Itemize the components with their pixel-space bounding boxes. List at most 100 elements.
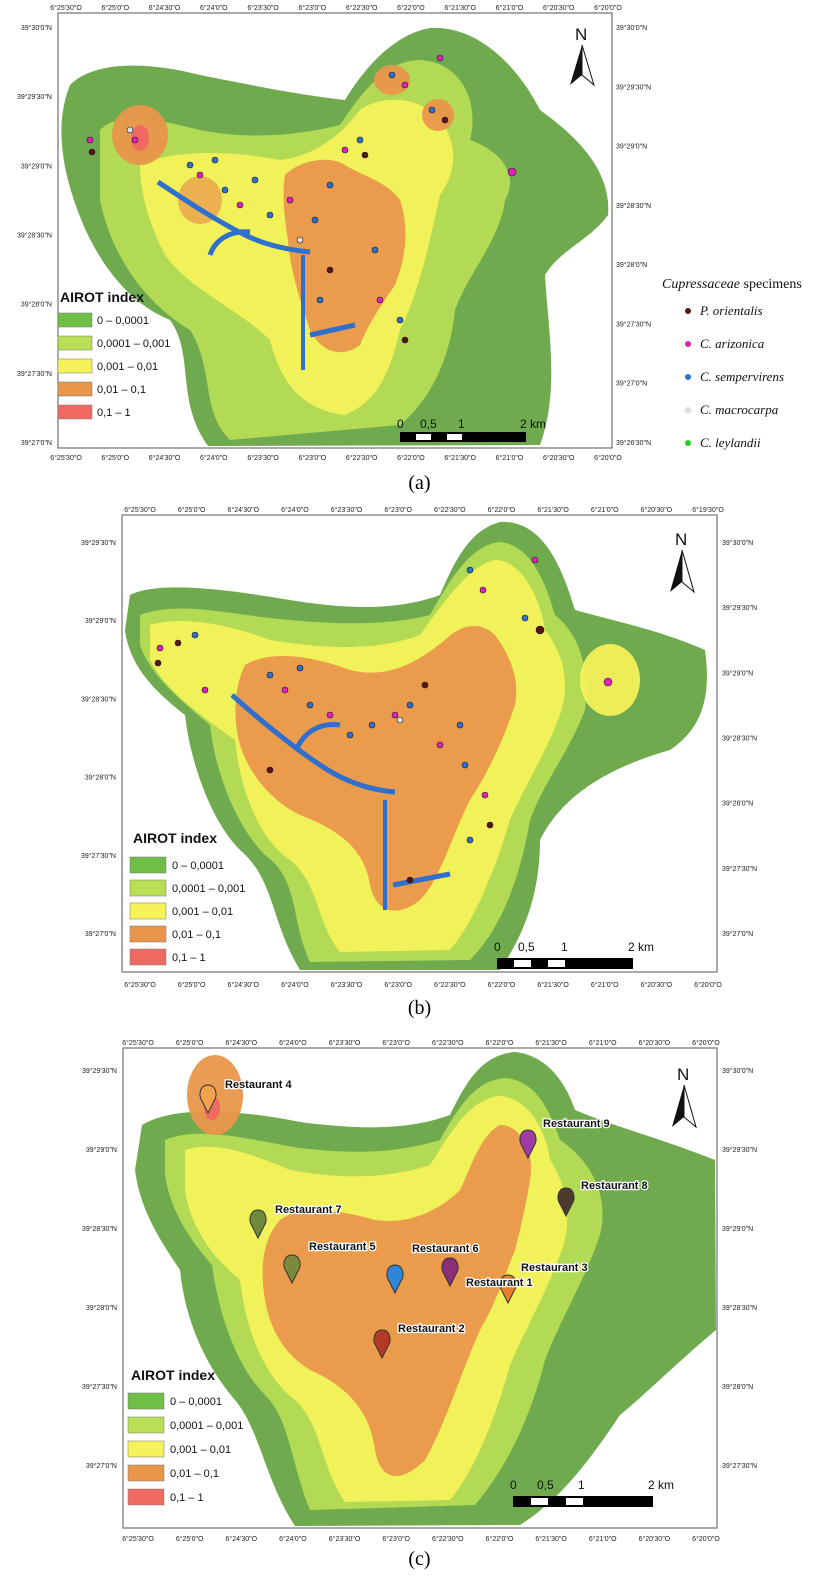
legend-swatch-5 bbox=[127, 1488, 165, 1506]
scale-label-1: 1 bbox=[578, 1478, 585, 1492]
latitude-tick-label: 39°27'30"N bbox=[722, 865, 757, 873]
map-panel-b: 6°25'30"O 6°25'0"O 6°24'30"O 6°24'0"O 6°23'3… bbox=[0, 500, 839, 1030]
specimen-point bbox=[341, 146, 349, 154]
species-legend: Cupressaceae specimens P. orientalis C. … bbox=[662, 277, 802, 450]
latitude-tick-label: 39°28'0"N bbox=[85, 774, 116, 782]
legend-dot-c-sempervirens bbox=[685, 374, 691, 380]
restaurant-2-marker[interactable]: Restaurant 2 bbox=[373, 1322, 466, 1360]
specimen-point bbox=[326, 711, 334, 719]
airot-zone-class-5-nw bbox=[131, 125, 149, 151]
specimen-point bbox=[221, 186, 229, 194]
longitude-tick-label: 6°22'30"O bbox=[346, 454, 378, 462]
map-pin-icon bbox=[519, 1129, 537, 1160]
restaurant-8-marker[interactable]: Restaurant 8 bbox=[557, 1179, 649, 1218]
legend-label-c-sempervirens: C. sempervirens bbox=[700, 369, 784, 384]
airot-zone-class-4 bbox=[235, 625, 517, 911]
north-arrow: N bbox=[670, 530, 695, 594]
restaurant-4-marker[interactable]: Restaurant 4 bbox=[199, 1078, 294, 1115]
specimen-point bbox=[456, 721, 464, 729]
specimen-point bbox=[346, 731, 354, 739]
legend-swatch-1 bbox=[57, 312, 93, 328]
c-sempervirens-alignment-3 bbox=[309, 322, 356, 338]
legend-label-1: 0 – 0,0001 bbox=[97, 315, 149, 327]
legend-swatch-4 bbox=[57, 381, 93, 397]
restaurant-7-label: Restaurant 7 bbox=[275, 1204, 342, 1216]
latitude-tick-label: 39°27'0"N bbox=[616, 380, 647, 388]
longitude-tick-label: 6°20'30"O bbox=[543, 4, 575, 12]
restaurant-6-label: Restaurant 6 bbox=[412, 1243, 479, 1255]
restaurant-2-label: Restaurant 2 bbox=[398, 1323, 465, 1335]
longitude-tick-label: 6°25'30"O bbox=[50, 454, 82, 462]
longitude-tick-label: 6°25'0"O bbox=[178, 981, 206, 989]
scale-label-05: 0,5 bbox=[420, 417, 437, 431]
specimen-point bbox=[466, 566, 474, 574]
restaurant-3-label: Restaurant 3 bbox=[521, 1262, 588, 1274]
restaurant-7-marker[interactable]: Restaurant 7 bbox=[249, 1203, 343, 1240]
legend-label-2: 0,0001 – 0,001 bbox=[97, 338, 170, 350]
longitude-tick-label: 6°24'30"O bbox=[226, 1039, 258, 1047]
latitude-tick-label: 39°29'30"N bbox=[722, 1146, 757, 1154]
restaurant-5-marker[interactable]: Restaurant 5 bbox=[283, 1240, 377, 1285]
map-pin-icon bbox=[386, 1264, 404, 1295]
latitude-tick-label: 39°28'0"N bbox=[616, 261, 647, 269]
map-pin-icon bbox=[557, 1187, 575, 1218]
ticks-c: 6°25'30"O 6°25'0"O 6°24'30"O 6°24'0"O 6°23'3… bbox=[82, 1039, 757, 1543]
specimen-point bbox=[316, 296, 324, 304]
latitude-tick-label: 39°29'30"N bbox=[82, 1067, 117, 1075]
legend-swatch-5 bbox=[129, 948, 167, 966]
specimen-point bbox=[191, 631, 199, 639]
latitude-tick-label: 39°27'30"N bbox=[722, 1462, 757, 1470]
map-surface bbox=[125, 521, 707, 970]
longitude-tick-label: 6°22'0"O bbox=[488, 981, 516, 989]
latitude-tick-label: 39°29'30"N bbox=[81, 539, 116, 547]
specimen-point bbox=[326, 266, 334, 274]
legend-swatch-2 bbox=[129, 879, 167, 897]
specimen-point bbox=[391, 711, 399, 719]
north-label: N bbox=[675, 530, 687, 549]
longitude-tick-label: 6°22'30"O bbox=[432, 1535, 464, 1543]
airot-zone-class-4 bbox=[262, 1125, 531, 1477]
latitude-tick-label: 39°28'30"N bbox=[17, 232, 52, 240]
restaurant-unlabeled-marker[interactable] bbox=[386, 1264, 404, 1295]
longitude-tick-label: 6°22'30"O bbox=[346, 4, 378, 12]
north-arrow-icon bbox=[672, 1085, 684, 1127]
longitude-tick-label: 6°20'30"O bbox=[639, 1039, 671, 1047]
caption-b: (b) bbox=[407, 997, 432, 1019]
longitude-tick-label: 6°23'0"O bbox=[384, 506, 412, 514]
map-a-svg: 6°25'30"O 6°25'0"O 6°24'30"O 6°24'0"O 6°23'3… bbox=[17, 4, 802, 462]
restaurant-6-marker[interactable]: Restaurant 6 bbox=[411, 1242, 480, 1288]
longitude-tick-label: 6°21'30"O bbox=[444, 454, 476, 462]
specimen-point bbox=[126, 126, 134, 134]
legend-label-3: 0,001 – 0,01 bbox=[172, 906, 233, 918]
legend-label-2: 0,0001 – 0,001 bbox=[170, 1420, 243, 1432]
longitude-tick-label: 6°22'0"O bbox=[486, 1039, 514, 1047]
specimen-point bbox=[356, 136, 364, 144]
specimen-point bbox=[326, 181, 334, 189]
longitude-tick-label: 6°23'0"O bbox=[384, 981, 412, 989]
longitude-tick-label: 6°24'0"O bbox=[279, 1535, 307, 1543]
legend-label-3: 0,001 – 0,01 bbox=[97, 361, 158, 373]
longitude-tick-label: 6°21'30"O bbox=[535, 1039, 567, 1047]
legend-label-p-orientalis: P. orientalis bbox=[699, 303, 763, 318]
latitude-tick-label: 39°27'30"N bbox=[82, 1383, 117, 1391]
scale-label-05: 0,5 bbox=[537, 1478, 554, 1492]
legend-title: AIROT index bbox=[60, 289, 144, 305]
specimen-point bbox=[306, 701, 314, 709]
specimen-point bbox=[507, 167, 517, 177]
scale-label-1: 1 bbox=[458, 417, 465, 431]
longitude-tick-label: 6°21'0"O bbox=[496, 4, 524, 12]
specimen-point bbox=[428, 106, 436, 114]
restaurant-3-marker[interactable]: Restaurant 3 Restaurant 1 bbox=[465, 1261, 589, 1305]
restaurant-9-marker[interactable]: Restaurant 9 bbox=[519, 1117, 611, 1160]
scale-label-0: 0 bbox=[510, 1478, 517, 1492]
latitude-tick-label: 39°27'0"N bbox=[21, 439, 52, 447]
longitude-tick-label: 6°25'0"O bbox=[176, 1039, 204, 1047]
map-b-svg: 6°25'30"O 6°25'0"O 6°24'30"O 6°24'0"O 6°23'3… bbox=[81, 506, 757, 989]
specimen-point bbox=[436, 741, 444, 749]
restaurant-8-label: Restaurant 8 bbox=[581, 1180, 648, 1192]
map-panel-a: 6°25'30"O 6°25'0"O 6°24'30"O 6°24'0"O 6°23'3… bbox=[0, 0, 839, 500]
specimen-point bbox=[466, 836, 474, 844]
specimen-point bbox=[371, 246, 379, 254]
scale-label-1: 1 bbox=[561, 940, 568, 954]
longitude-tick-label: 6°20'0"O bbox=[594, 4, 622, 12]
